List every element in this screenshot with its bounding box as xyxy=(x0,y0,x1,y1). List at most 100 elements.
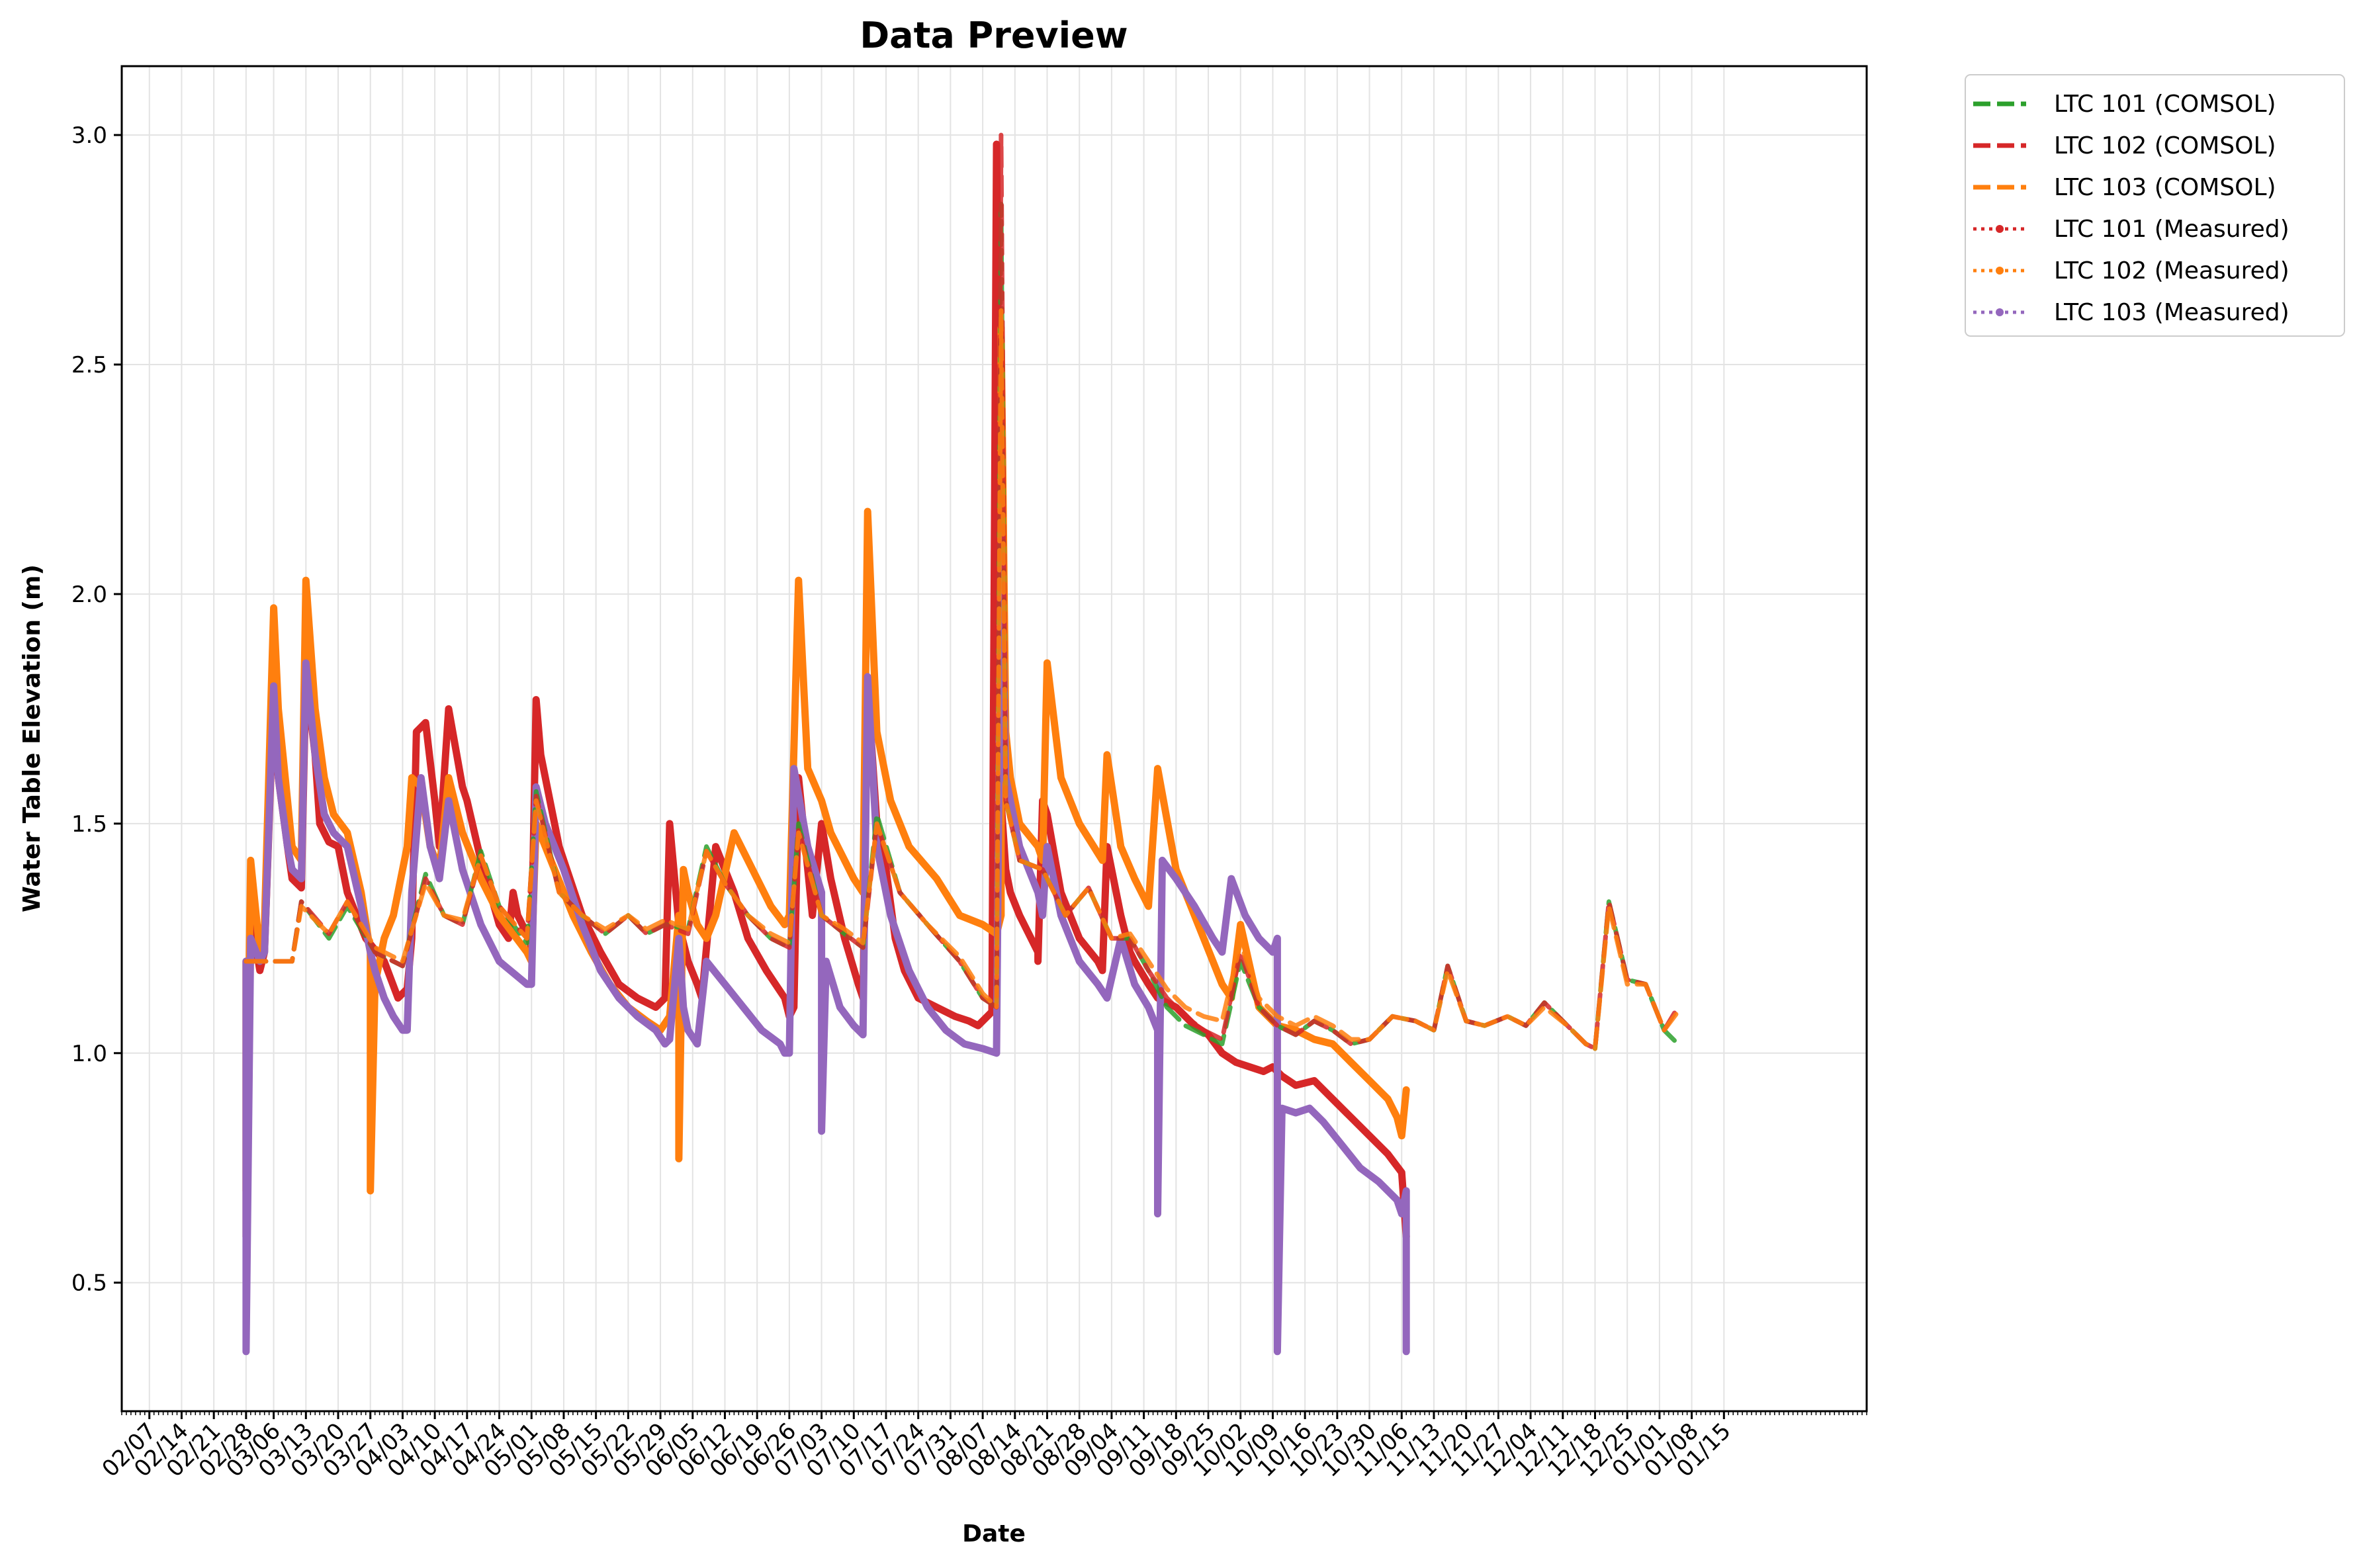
data-point xyxy=(510,889,517,896)
data-point xyxy=(321,810,328,818)
data-point xyxy=(1131,958,1138,965)
data-point xyxy=(1218,980,1225,988)
data-point xyxy=(321,774,328,781)
data-point xyxy=(1034,949,1042,956)
data-point xyxy=(496,912,503,919)
data-point xyxy=(1403,1187,1410,1194)
data-point xyxy=(261,949,268,956)
data-point xyxy=(1366,1132,1373,1139)
data-point xyxy=(316,820,324,827)
data-point xyxy=(1099,967,1106,974)
data-point xyxy=(712,843,719,850)
data-point xyxy=(1154,765,1161,772)
data-point xyxy=(993,140,1000,148)
data-point xyxy=(1237,921,1244,928)
data-point xyxy=(675,912,682,919)
data-point xyxy=(790,765,797,772)
data-point xyxy=(652,1004,660,1011)
data-point xyxy=(1218,949,1225,956)
data-point xyxy=(1347,1113,1355,1121)
data-point xyxy=(597,967,604,974)
data-point xyxy=(275,774,282,781)
legend-marker xyxy=(1996,267,2004,275)
data-point xyxy=(1329,1040,1336,1047)
data-point xyxy=(873,728,881,736)
data-point xyxy=(1311,1035,1318,1043)
legend-label: LTC 101 (Measured) xyxy=(2054,216,2290,243)
data-point xyxy=(597,949,604,956)
data-point xyxy=(330,810,337,818)
data-point xyxy=(693,921,701,928)
data-point xyxy=(242,1348,249,1355)
data-point xyxy=(408,889,416,896)
data-point xyxy=(744,935,752,942)
data-point xyxy=(975,1022,982,1029)
data-point xyxy=(533,696,540,703)
data-point xyxy=(445,705,453,713)
data-point xyxy=(1384,1151,1392,1158)
data-point xyxy=(380,935,388,942)
data-point xyxy=(1099,857,1106,864)
data-point xyxy=(979,1045,987,1052)
data-point xyxy=(693,980,701,988)
data-point xyxy=(776,1040,783,1047)
data-point xyxy=(578,921,586,928)
data-point xyxy=(1006,889,1014,896)
data-point xyxy=(1094,958,1102,965)
data-point xyxy=(785,1049,793,1057)
data-point xyxy=(680,866,687,873)
data-point xyxy=(1044,843,1051,850)
data-point xyxy=(367,1187,374,1194)
data-point xyxy=(528,980,535,988)
y-axis-title: Water Table Elevation (m) xyxy=(19,564,46,912)
legend-label: LTC 102 (Measured) xyxy=(2054,257,2290,284)
data-point xyxy=(860,1031,867,1039)
data-point xyxy=(721,980,729,988)
data-point xyxy=(312,751,319,758)
data-point xyxy=(1094,980,1102,988)
data-point xyxy=(662,994,669,1002)
data-point xyxy=(1329,1096,1336,1103)
data-point xyxy=(993,1049,1000,1057)
data-point xyxy=(1366,1077,1373,1084)
legend-marker xyxy=(1996,225,2004,233)
data-point xyxy=(371,967,378,974)
data-point xyxy=(1034,843,1042,850)
data-point xyxy=(1255,935,1263,942)
data-point xyxy=(1403,1086,1410,1094)
data-point xyxy=(537,751,545,758)
data-point xyxy=(634,994,641,1002)
data-point xyxy=(1274,1348,1281,1355)
data-point xyxy=(850,875,858,883)
data-point xyxy=(740,1004,747,1011)
data-point xyxy=(459,866,466,873)
data-point xyxy=(836,1004,844,1011)
data-point xyxy=(763,967,770,974)
data-point xyxy=(298,885,305,892)
data-point xyxy=(298,875,305,883)
data-point xyxy=(459,783,466,791)
data-point xyxy=(1292,1082,1300,1089)
data-point xyxy=(952,1013,959,1020)
y-tick-label: 3.0 xyxy=(71,122,107,149)
data-point xyxy=(330,829,337,836)
data-point xyxy=(1292,1109,1300,1116)
data-point xyxy=(749,866,756,873)
data-point xyxy=(1103,751,1110,758)
data-point xyxy=(1260,1068,1267,1075)
data-point xyxy=(505,935,512,942)
plot-area xyxy=(242,132,1681,1356)
plot-frame xyxy=(120,65,1868,1413)
data-point xyxy=(408,774,416,781)
data-point xyxy=(1044,660,1051,667)
data-point xyxy=(343,843,351,850)
data-point xyxy=(459,829,466,836)
data-point xyxy=(256,967,263,974)
data-point xyxy=(1145,902,1152,910)
legend-marker xyxy=(1996,308,2004,316)
data-point xyxy=(1076,820,1083,827)
data-point xyxy=(675,1155,682,1162)
data-point xyxy=(933,875,940,883)
data-point xyxy=(533,783,540,791)
data-point xyxy=(864,673,871,680)
